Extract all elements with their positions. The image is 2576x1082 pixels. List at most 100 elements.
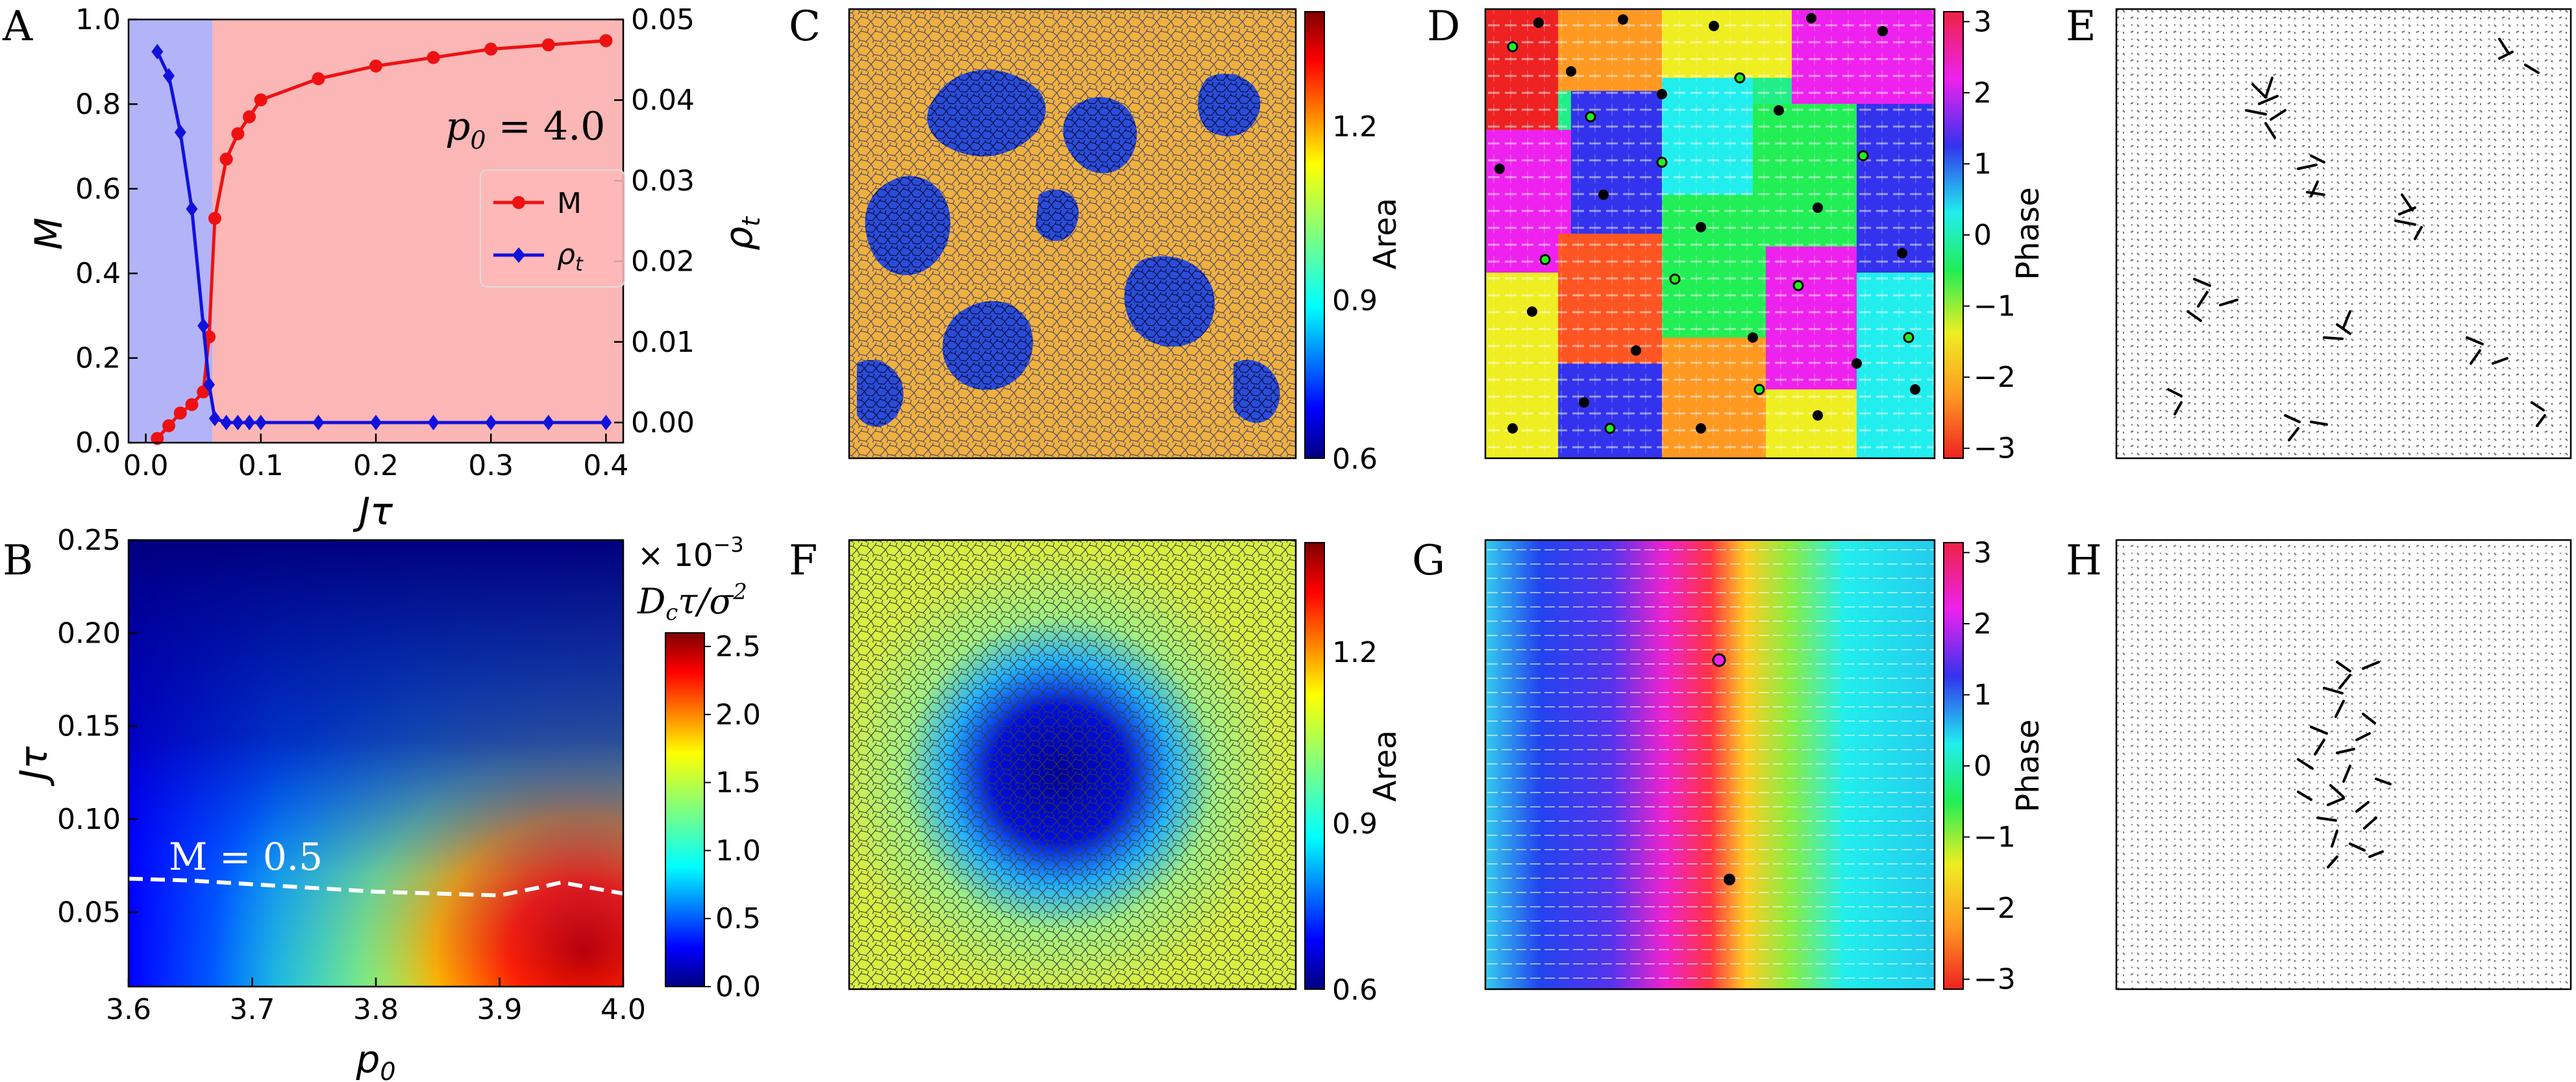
panel-a-xtick-2: 0.2 bbox=[353, 449, 399, 482]
panel-b-ytick-2: 0.15 bbox=[57, 710, 121, 743]
panel-b-xtick-3: 3.9 bbox=[477, 993, 523, 1026]
panel-a-y2tick-0: 0.00 bbox=[631, 406, 695, 439]
panel-e-image bbox=[2115, 8, 2572, 460]
panelG-cbticks-label-5: 2 bbox=[1974, 608, 1992, 641]
panel-a-point-rho bbox=[163, 68, 175, 84]
panel-letter-b: B bbox=[3, 537, 33, 585]
panel-a-xlabel: Jτ bbox=[353, 489, 393, 534]
panel-c-colorbar bbox=[1304, 11, 1325, 459]
legend-label-rho: ρt bbox=[557, 238, 584, 276]
panel-d-colorbar bbox=[1943, 11, 1964, 459]
panel-a-point-m bbox=[484, 42, 498, 56]
panel-c-cbtick-2: 0.9 bbox=[1332, 284, 1378, 317]
panel-a-xtick-0: 0.0 bbox=[123, 449, 169, 482]
panel-b-xtick-0: 3.6 bbox=[106, 993, 151, 1026]
panel-a-point-rho bbox=[174, 124, 186, 140]
panel-letter-c: C bbox=[789, 3, 821, 51]
panel-a-point-rho bbox=[220, 414, 232, 430]
panel-a-point-m bbox=[185, 398, 199, 412]
panel-f-cbtick-2: 0.9 bbox=[1332, 807, 1378, 841]
panel-b-xlabel: p0 bbox=[355, 1037, 395, 1082]
panel-b-colorbar-ticks: 0.0 0.5 1.0 1.5 2.0 2.5 bbox=[704, 630, 761, 1003]
legend-label-m: M bbox=[557, 187, 582, 220]
panel-b-colorbar-scale: × 10−3 bbox=[638, 532, 744, 574]
panel-d-colorbar-ticks: −3 −2 −1 0 1 2 3 bbox=[1963, 5, 2016, 465]
panel-a-xtick-1: 0.1 bbox=[238, 449, 284, 482]
panel-b-xtick-4: 4.0 bbox=[601, 993, 646, 1026]
panel-b-cbtick-0: 0.0 bbox=[715, 970, 761, 1003]
panel-b-heatmap bbox=[129, 540, 623, 987]
panel-a-point-rho bbox=[485, 414, 497, 430]
panel-b-ytick-1: 0.10 bbox=[57, 803, 121, 836]
panel-f-colorbar-label: Area bbox=[1367, 730, 1404, 802]
panel-a-point-rho bbox=[427, 414, 440, 430]
panel-a-point-m bbox=[369, 59, 382, 73]
panel-a-point-m bbox=[173, 406, 187, 420]
panel-c-cbtick-3: 1.2 bbox=[1332, 110, 1378, 143]
panel-b-cbtick-5: 2.5 bbox=[715, 630, 761, 663]
panelD-cbticks-label-2: −1 bbox=[1974, 290, 2016, 323]
panel-b: B M = 0.5 3.6 3.7 3.8 3.9 4.0 0.05 0.10 0.15 0.2… bbox=[3, 524, 761, 1082]
panel-c-image bbox=[848, 8, 1297, 460]
panel-letter-e: E bbox=[2066, 3, 2096, 51]
panel-d-colorbar-label: Phase bbox=[2010, 187, 2046, 280]
panel-d: D bbox=[1427, 3, 2046, 465]
panel-a-y2tick-3: 0.03 bbox=[631, 164, 695, 197]
panel-a-ytick-4: 0.8 bbox=[75, 88, 121, 121]
panel-g: G −3 −2 −1 0 1 2 3 Phase bbox=[1412, 536, 2046, 996]
panel-a-point-rho bbox=[232, 414, 244, 430]
panel-f: F 1.2 0.9 0.6 Area bbox=[789, 537, 1404, 1007]
panelG-cbticks-label-2: −1 bbox=[1974, 821, 2016, 854]
panel-a-ylabel: M bbox=[27, 217, 71, 250]
panelD-cbticks-label-1: −2 bbox=[1974, 361, 2016, 394]
panel-a-point-rho bbox=[151, 43, 164, 60]
panel-b-colorbar-label: Dcτ/σ2 bbox=[637, 579, 747, 626]
panelG-cbticks-label-3: 0 bbox=[1974, 750, 1992, 783]
panel-b-contour bbox=[128, 876, 624, 898]
panel-a: A 0.0 0.1 0.2 0.3 0.40.00.20.40.60.81.00.000… bbox=[2, 3, 765, 534]
panel-a-y2tick-1: 0.01 bbox=[631, 326, 695, 359]
panelG-cbticks-label-0: −3 bbox=[1974, 963, 2016, 996]
panel-a-point-rho bbox=[254, 414, 267, 430]
panel-c-cbtick-1: 0.6 bbox=[1332, 443, 1378, 476]
panel-a-ytick-5: 1.0 bbox=[75, 3, 121, 36]
panel-f-cbtick-3: 1.2 bbox=[1332, 636, 1378, 669]
panel-a-point-m bbox=[541, 38, 555, 52]
panel-b-xtick-1: 3.7 bbox=[230, 993, 275, 1026]
legend-marker-rho bbox=[512, 247, 525, 263]
panel-c-colorbar-label: Area bbox=[1367, 198, 1404, 269]
panel-d-image bbox=[1484, 8, 1936, 460]
panel-a-point-m bbox=[151, 432, 164, 445]
panel-b-frame bbox=[127, 539, 625, 988]
panel-b-contour-label: M = 0.5 bbox=[169, 835, 323, 879]
panel-a-point-rho bbox=[370, 414, 382, 430]
panelG-cbticks-label-6: 3 bbox=[1974, 536, 1992, 569]
panel-letter-f: F bbox=[789, 537, 817, 585]
panel-a-point-m bbox=[243, 110, 256, 123]
panel-b-cbtick-3: 1.5 bbox=[715, 767, 761, 800]
panel-b-cbtick-1: 0.5 bbox=[715, 902, 761, 935]
panel-a-point-m bbox=[312, 72, 325, 86]
panel-letter-h: H bbox=[2066, 537, 2102, 585]
panel-b-xtick-2: 3.8 bbox=[353, 993, 399, 1026]
panel-a-ytick-0: 0.0 bbox=[75, 426, 121, 460]
panelD-cbticks-label-0: −3 bbox=[1974, 432, 2016, 465]
panel-b-colorbar bbox=[665, 632, 705, 987]
panel-a-point-rho bbox=[197, 317, 210, 334]
panel-letter-a: A bbox=[2, 3, 33, 51]
panel-a-xtick-3: 0.3 bbox=[468, 449, 514, 482]
panel-f-cbtick-1: 0.6 bbox=[1332, 974, 1378, 1007]
panelD-cbticks-label-3: 0 bbox=[1974, 219, 1992, 252]
panel-a-y2tick-4: 0.04 bbox=[631, 84, 695, 117]
panelD-cbticks-label-6: 3 bbox=[1974, 5, 1992, 38]
panel-a-point-rho bbox=[243, 414, 256, 430]
panelD-cbticks-label-4: 1 bbox=[1974, 147, 1992, 180]
panel-a-legend: M ρt bbox=[480, 169, 625, 288]
panel-a-annotation: p0 = 4.0 bbox=[445, 104, 605, 154]
panel-b-cbtick-2: 1.0 bbox=[715, 834, 761, 867]
legend-box bbox=[480, 169, 625, 288]
panel-b-ylabel: Jτ bbox=[12, 746, 56, 787]
panel-a-point-m bbox=[231, 127, 245, 141]
panel-a-point-m bbox=[254, 93, 267, 106]
